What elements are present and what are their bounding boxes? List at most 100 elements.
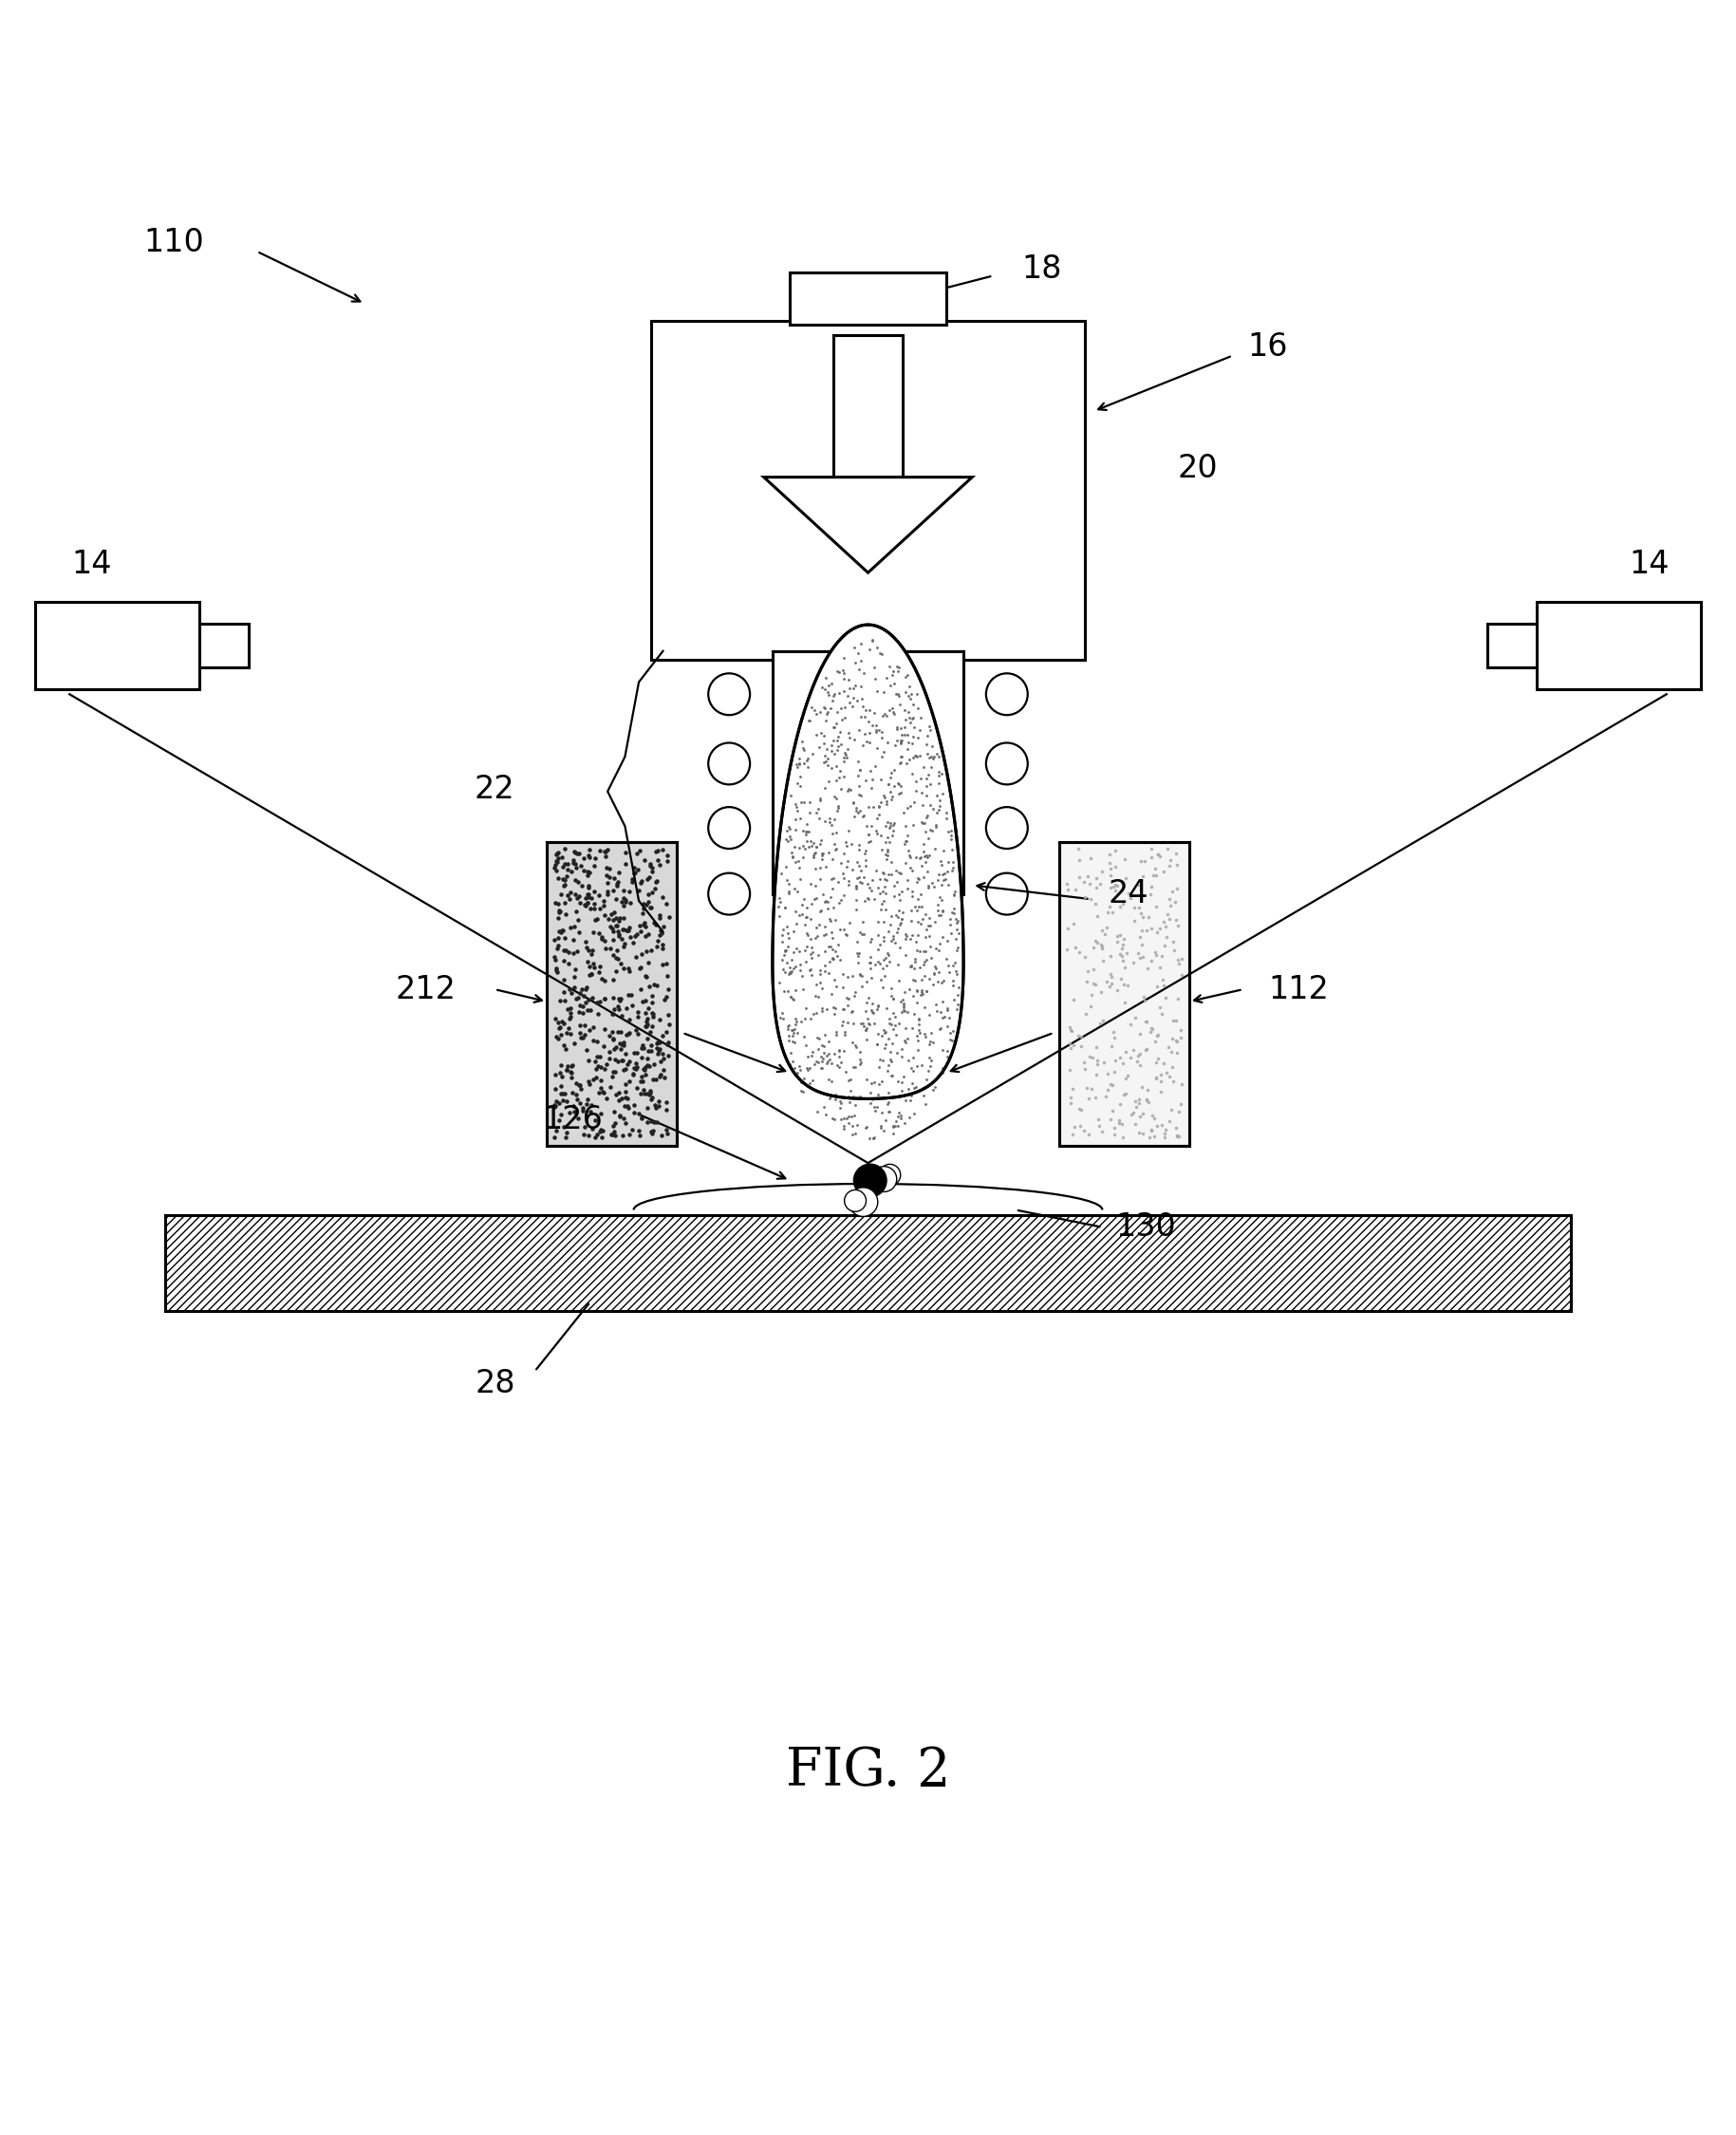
Point xyxy=(1125,890,1153,924)
Point xyxy=(608,886,635,920)
Point xyxy=(1153,1057,1180,1091)
Point xyxy=(793,1050,821,1085)
Point xyxy=(885,1006,913,1040)
Point xyxy=(818,752,845,786)
Point xyxy=(590,1076,618,1110)
Point xyxy=(915,910,943,944)
Point xyxy=(561,835,589,869)
Point xyxy=(648,948,675,982)
Point xyxy=(783,907,811,942)
Point xyxy=(937,903,965,937)
Point xyxy=(1106,937,1134,971)
Point xyxy=(769,997,797,1031)
Point xyxy=(634,877,661,912)
Point xyxy=(561,969,589,1003)
Point xyxy=(1078,1040,1106,1074)
Point xyxy=(875,937,903,971)
Point xyxy=(884,916,911,950)
Point xyxy=(878,1008,906,1042)
Bar xyxy=(833,335,903,476)
Point xyxy=(1165,1119,1193,1153)
Point xyxy=(807,837,835,871)
Point xyxy=(587,950,615,984)
Point xyxy=(1120,890,1147,924)
Point xyxy=(1111,984,1139,1018)
Point xyxy=(595,860,623,895)
Point xyxy=(896,1100,924,1134)
Point xyxy=(901,1070,929,1104)
Point xyxy=(865,918,892,952)
Point xyxy=(877,781,904,816)
Point xyxy=(561,877,589,912)
Point xyxy=(845,959,873,993)
Point xyxy=(632,918,660,952)
Point xyxy=(1156,1059,1184,1093)
Bar xyxy=(547,841,677,1146)
Point xyxy=(642,1091,670,1125)
Point xyxy=(821,1038,849,1072)
Point xyxy=(932,801,960,835)
Point xyxy=(557,1055,585,1089)
Point xyxy=(856,946,884,980)
Point xyxy=(611,1038,639,1072)
Point xyxy=(896,1085,924,1119)
Point xyxy=(880,1110,908,1144)
Point xyxy=(804,1095,832,1129)
Point xyxy=(580,875,608,910)
Point xyxy=(825,865,852,899)
Point xyxy=(910,1070,937,1104)
Point xyxy=(595,910,623,944)
Point xyxy=(561,1093,589,1127)
Point xyxy=(885,884,913,918)
Point xyxy=(819,942,847,976)
Point xyxy=(1111,841,1139,875)
Point xyxy=(927,884,955,918)
Point xyxy=(868,971,896,1006)
Point xyxy=(621,1046,649,1080)
Point xyxy=(915,869,943,903)
Point xyxy=(1163,1035,1191,1070)
Point xyxy=(818,807,845,841)
Point xyxy=(623,999,651,1033)
Point xyxy=(1069,865,1097,899)
Point xyxy=(792,991,819,1025)
Point xyxy=(866,929,894,963)
Point xyxy=(943,954,970,989)
Point xyxy=(597,1117,625,1151)
Point xyxy=(873,660,901,694)
Point xyxy=(891,709,918,743)
Point xyxy=(858,623,885,658)
Point xyxy=(903,1050,930,1085)
Point xyxy=(915,918,943,952)
Point xyxy=(863,816,891,850)
Point xyxy=(790,747,818,781)
Point xyxy=(842,871,870,905)
Point xyxy=(627,950,654,984)
Point xyxy=(814,890,842,924)
Point xyxy=(814,1038,842,1072)
Point xyxy=(904,719,932,754)
Point xyxy=(849,728,877,762)
Point xyxy=(628,937,656,971)
Point xyxy=(880,809,908,843)
Point xyxy=(832,737,859,771)
Point xyxy=(904,890,932,924)
Point xyxy=(616,978,644,1012)
Point xyxy=(561,848,589,882)
Point xyxy=(1147,1074,1175,1108)
Point xyxy=(887,724,915,758)
Point xyxy=(833,918,861,952)
Point xyxy=(779,831,807,865)
Point xyxy=(654,997,682,1031)
Point xyxy=(873,820,901,854)
Point xyxy=(866,1042,894,1076)
Point xyxy=(885,895,913,929)
Point xyxy=(1130,843,1158,877)
Point xyxy=(934,924,962,959)
Point xyxy=(811,692,838,726)
Point xyxy=(917,813,944,848)
Point xyxy=(911,920,939,954)
Point xyxy=(569,1091,597,1125)
Point xyxy=(1115,875,1142,910)
Point xyxy=(858,961,885,995)
